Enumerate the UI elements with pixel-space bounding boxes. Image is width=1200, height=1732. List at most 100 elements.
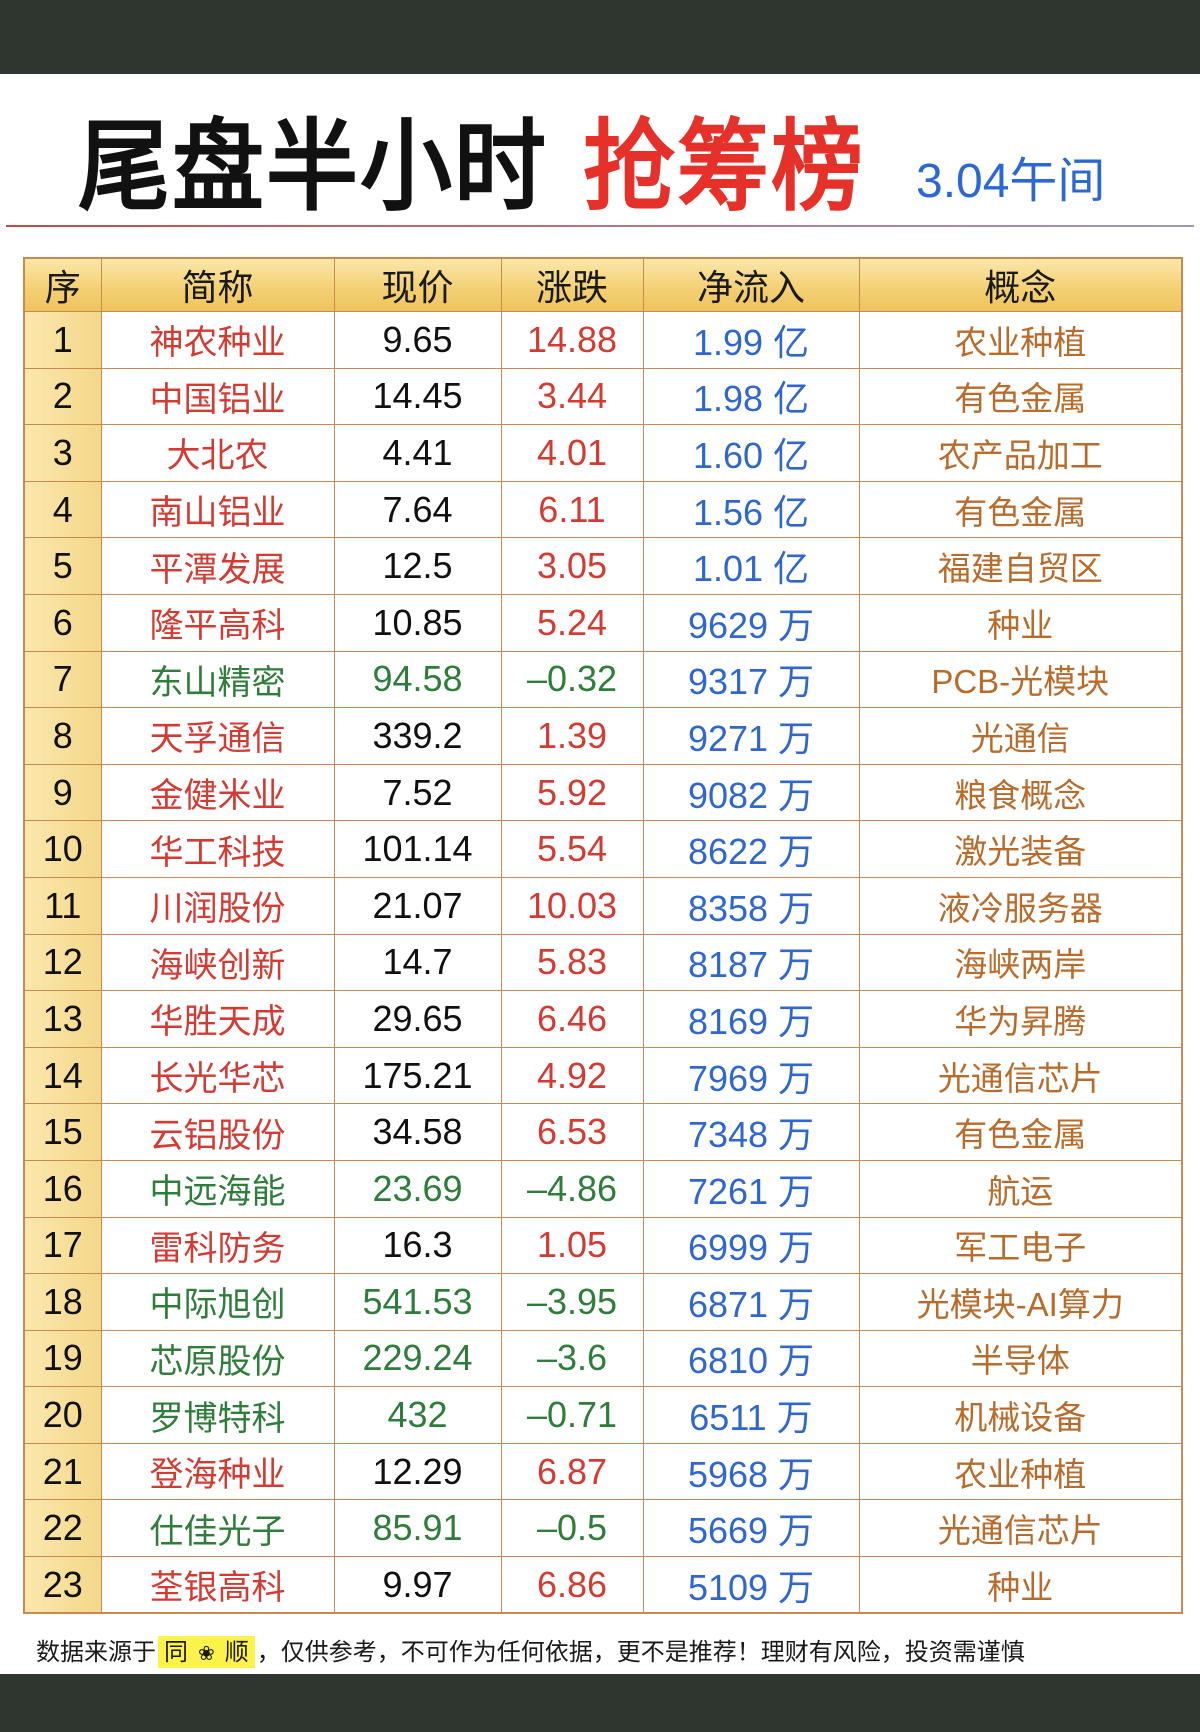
stock-name-cell: 仕佳光子 (100, 1499, 335, 1558)
price-cell: 4.41 (333, 424, 502, 482)
price-cell: 85.91 (333, 1499, 502, 1558)
inflow-cell: 9082 万 (642, 763, 860, 822)
inflow-cell: 8169 万 (642, 990, 860, 1048)
table-row: 2 中国铝业 14.45 3.44 1.98 亿有色金属 (23, 367, 1183, 426)
flower-icon: ❀ (198, 1641, 215, 1665)
change-cell: –3.95 (500, 1273, 644, 1331)
change-cell: 6.86 (500, 1556, 644, 1614)
table-row: 6 隆平高科 10.85 5.24 9629 万种业 (23, 593, 1183, 652)
price-cell: 12.29 (333, 1442, 502, 1501)
stock-name-cell: 金健米业 (100, 763, 335, 822)
concept-cell: 华为昇腾 (858, 990, 1183, 1048)
stock-name-cell: 云铝股份 (100, 1103, 335, 1161)
inflow-cell: 1.60 亿 (642, 424, 860, 482)
inflow-cell: 8622 万 (642, 820, 860, 878)
ranking-table: 序 简称 现价 涨跌 净流入 概念 1 神农种业 9.65 14.88 1.99 亿农业… (23, 257, 1183, 1615)
price-cell: 101.14 (333, 820, 502, 878)
stock-name-cell: 隆平高科 (100, 593, 335, 652)
inflow-cell: 1.99 亿 (642, 311, 860, 369)
inflow-cell: 1.01 亿 (642, 537, 860, 595)
change-cell: 3.44 (500, 367, 644, 426)
price-cell: 10.85 (333, 593, 502, 652)
table-row: 13 华胜天成 29.65 6.46 8169 万华为昇腾 (23, 990, 1183, 1048)
change-cell: –3.6 (500, 1329, 644, 1388)
rank-cell: 3 (23, 424, 102, 482)
concept-cell: 种业 (858, 1556, 1183, 1614)
inflow-cell: 9271 万 (642, 707, 860, 765)
concept-cell: 福建自贸区 (858, 537, 1183, 595)
brand-right: 顺 (224, 1638, 249, 1666)
date-label: 3.04午间 (916, 155, 1106, 208)
rank-cell: 8 (23, 707, 102, 765)
concept-cell: 机械设备 (858, 1386, 1183, 1444)
change-cell: –0.71 (500, 1386, 644, 1444)
inflow-cell: 5968 万 (642, 1442, 860, 1501)
price-cell: 29.65 (333, 990, 502, 1048)
footer-prefix: 数据来源于 (36, 1638, 156, 1666)
header-price: 现价 (333, 257, 502, 312)
price-cell: 21.07 (333, 876, 502, 935)
rank-cell: 21 (23, 1442, 102, 1501)
rank-cell: 13 (23, 990, 102, 1048)
change-cell: –4.86 (500, 1159, 644, 1218)
price-cell: 23.69 (333, 1159, 502, 1218)
price-cell: 175.21 (333, 1046, 502, 1105)
change-cell: 4.01 (500, 424, 644, 482)
table-row: 16 中远海能 23.69 –4.86 7261 万航运 (23, 1159, 1183, 1218)
concept-cell: 海峡两岸 (858, 933, 1183, 992)
table-row: 9 金健米业 7.52 5.92 9082 万粮食概念 (23, 763, 1183, 822)
header-rank: 序 (23, 257, 102, 312)
stock-name-cell: 中国铝业 (100, 367, 335, 426)
concept-cell: 军工电子 (858, 1216, 1183, 1275)
concept-cell: PCB-光模块 (858, 650, 1183, 709)
price-cell: 432 (333, 1386, 502, 1444)
table-row: 4 南山铝业 7.64 6.11 1.56 亿有色金属 (23, 480, 1183, 539)
change-cell: 4.92 (500, 1046, 644, 1105)
price-cell: 34.58 (333, 1103, 502, 1161)
stock-name-cell: 中际旭创 (100, 1273, 335, 1331)
concept-cell: 农业种植 (858, 1442, 1183, 1501)
concept-cell: 光通信芯片 (858, 1046, 1183, 1105)
stock-name-cell: 罗博特科 (100, 1386, 335, 1444)
page-title: 尾盘半小时 (78, 109, 549, 225)
rank-cell: 7 (23, 650, 102, 709)
table-row: 14 长光华芯 175.21 4.92 7969 万光通信芯片 (23, 1046, 1183, 1105)
concept-cell: 粮食概念 (858, 763, 1183, 822)
table-row: 18 中际旭创 541.53 –3.95 6871 万光模块-AI算力 (23, 1273, 1183, 1331)
concept-cell: 激光装备 (858, 820, 1183, 878)
footer-disclaimer-text: ，仅供参考，不可作为任何依据，更不是推荐！理财有风险，投资需谨慎 (256, 1638, 1025, 1666)
change-cell: 1.05 (500, 1216, 644, 1275)
table-row: 5 平潭发展 12.5 3.05 1.01 亿福建自贸区 (23, 537, 1183, 595)
price-cell: 339.2 (333, 707, 502, 765)
price-cell: 12.5 (333, 537, 502, 595)
header-change: 涨跌 (500, 257, 644, 312)
header-inflow: 净流入 (642, 257, 860, 312)
inflow-cell: 6810 万 (642, 1329, 860, 1388)
rank-cell: 4 (23, 480, 102, 539)
stock-name-cell: 雷科防务 (100, 1216, 335, 1275)
rank-cell: 6 (23, 593, 102, 652)
rank-cell: 1 (23, 311, 102, 369)
price-cell: 94.58 (333, 650, 502, 709)
header-name: 简称 (100, 257, 335, 312)
rank-cell: 22 (23, 1499, 102, 1558)
concept-cell: 液冷服务器 (858, 876, 1183, 935)
concept-cell: 光通信芯片 (858, 1499, 1183, 1558)
change-cell: 6.11 (500, 480, 644, 539)
rank-cell: 11 (23, 876, 102, 935)
change-cell: 6.46 (500, 990, 644, 1048)
rank-cell: 16 (23, 1159, 102, 1218)
rank-cell: 17 (23, 1216, 102, 1275)
inflow-cell: 6871 万 (642, 1273, 860, 1331)
stock-name-cell: 荃银高科 (100, 1556, 335, 1614)
table-row: 3 大北农 4.41 4.01 1.60 亿农产品加工 (23, 424, 1183, 482)
change-cell: 6.87 (500, 1442, 644, 1501)
table-row: 22 仕佳光子 85.91 –0.5 5669 万光通信芯片 (23, 1499, 1183, 1558)
table-body: 1 神农种业 9.65 14.88 1.99 亿农业种植 2 中国铝业 14.45 3.44 1.… (23, 311, 1183, 1614)
change-cell: –0.32 (500, 650, 644, 709)
rank-cell: 2 (23, 367, 102, 426)
table-row: 1 神农种业 9.65 14.88 1.99 亿农业种植 (23, 311, 1183, 369)
stock-name-cell: 川润股份 (100, 876, 335, 935)
stock-name-cell: 东山精密 (100, 650, 335, 709)
rank-cell: 10 (23, 820, 102, 878)
